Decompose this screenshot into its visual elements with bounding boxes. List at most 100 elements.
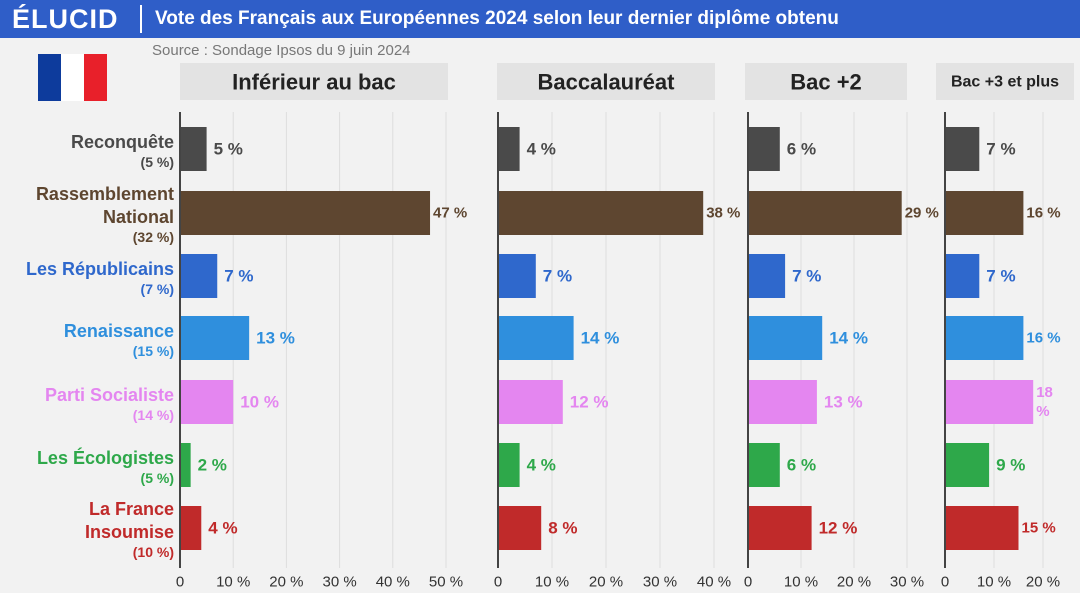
title-bar: [0, 0, 1080, 38]
x-tick-label: 40 %: [376, 574, 410, 591]
bar-value-label: 14 %: [581, 329, 620, 348]
x-tick-label: 0: [176, 574, 184, 591]
party-label: Les Républicains: [25, 258, 174, 279]
panel-header-box: [497, 63, 715, 100]
panel-header-box: [936, 63, 1074, 100]
party-label: National: [102, 207, 174, 227]
bar: [749, 191, 902, 235]
bar: [946, 191, 1024, 235]
source-note: Source : Sondage Ipsos du 9 juin 2024: [152, 42, 411, 59]
bar-value-label: 47 %: [433, 205, 467, 222]
bar-value-label: 15 %: [1022, 520, 1056, 537]
flag-blue-stripe: [38, 54, 61, 101]
bar-value-label: 16 %: [1026, 330, 1060, 347]
bar: [181, 380, 234, 424]
party-overall-share: (15 %): [132, 342, 174, 359]
bar: [749, 127, 780, 171]
bar: [499, 316, 574, 360]
x-tick-label: 0: [744, 574, 752, 591]
bar-value-label: 6 %: [787, 140, 816, 159]
bar: [499, 254, 536, 298]
party-label: Insoumise: [84, 522, 174, 542]
bar: [946, 316, 1024, 360]
chart-title: Vote des Français aux Européennes 2024 s…: [155, 8, 839, 29]
bar: [946, 254, 980, 298]
brand-logo: ÉLUCID: [12, 4, 119, 34]
bar: [181, 127, 207, 171]
panel-header-label: Bac +3 et plus: [951, 74, 1059, 91]
panel-header-box: [180, 63, 448, 100]
x-tick-label: 10 %: [535, 574, 569, 591]
party-overall-share: (5 %): [140, 469, 174, 486]
bar: [181, 443, 191, 487]
bar-value-label: 12 %: [570, 393, 609, 412]
bar-value-label: 10 %: [240, 393, 279, 412]
bar-value-label: 2 %: [198, 456, 227, 475]
bar: [749, 443, 780, 487]
x-tick-label: 20 %: [269, 574, 303, 591]
panel-header-label: Inférieur au bac: [232, 70, 396, 95]
bar-value-label: 4 %: [527, 456, 556, 475]
x-tick-label: 30 %: [322, 574, 356, 591]
bar-value-label: 13 %: [256, 329, 295, 348]
x-tick-label: 20 %: [589, 574, 623, 591]
party-label: Les Écologistes: [36, 447, 174, 468]
bar-value-label: 29 %: [905, 205, 939, 222]
bar-value-label: 7 %: [792, 267, 821, 286]
bar: [499, 127, 520, 171]
bar: [946, 380, 1034, 424]
bar: [946, 506, 1019, 550]
x-tick-label: 20 %: [1026, 574, 1060, 591]
title-separator: [140, 5, 142, 33]
party-overall-share: (14 %): [132, 406, 174, 423]
bar-value-label: 18: [1036, 384, 1053, 401]
bar: [749, 316, 823, 360]
party-label: Renaissance: [63, 320, 174, 341]
bar-value-label: 38 %: [706, 205, 740, 222]
bar: [749, 254, 786, 298]
bar: [499, 443, 520, 487]
bar: [749, 380, 817, 424]
bar-value-label: 7 %: [986, 267, 1015, 286]
france-flag-icon: [38, 54, 107, 101]
x-tick-label: 50 %: [429, 574, 463, 591]
bar-value-label: 6 %: [787, 456, 816, 475]
bar-value-label: 13 %: [824, 393, 863, 412]
bar: [499, 380, 563, 424]
party-label: Parti Socialiste: [44, 384, 174, 405]
bar-value-label: 9 %: [996, 456, 1025, 475]
x-tick-label: 0: [494, 574, 502, 591]
bar-value-label: 7 %: [986, 140, 1015, 159]
x-tick-label: 20 %: [837, 574, 871, 591]
bar-value-label: %: [1036, 403, 1049, 420]
bar: [181, 191, 431, 235]
party-overall-share: (7 %): [140, 280, 174, 297]
bar-value-label: 12 %: [819, 519, 858, 538]
bar-value-label: 16 %: [1026, 205, 1060, 222]
bar-value-label: 8 %: [548, 519, 577, 538]
party-overall-share: (10 %): [132, 544, 174, 560]
flag-red-stripe: [84, 54, 107, 101]
panel-header-box: [745, 63, 907, 100]
x-tick-label: 40 %: [697, 574, 731, 591]
bar: [181, 506, 202, 550]
x-tick-label: 10 %: [216, 574, 250, 591]
party-label: Rassemblement: [35, 184, 174, 204]
flag-white-stripe: [61, 54, 84, 101]
bar-value-label: 4 %: [208, 519, 237, 538]
bar: [946, 127, 980, 171]
party-label: La France: [88, 499, 174, 519]
bar-value-label: 4 %: [527, 140, 556, 159]
bar-value-label: 14 %: [829, 329, 868, 348]
x-tick-label: 30 %: [643, 574, 677, 591]
bar: [181, 254, 218, 298]
x-tick-label: 30 %: [890, 574, 924, 591]
party-overall-share: (5 %): [140, 153, 174, 170]
party-overall-share: (32 %): [132, 229, 174, 245]
party-label: Reconquête: [70, 131, 174, 152]
x-tick-label: 10 %: [784, 574, 818, 591]
bar: [499, 191, 704, 235]
bar: [749, 506, 812, 550]
bar-value-label: 7 %: [224, 267, 253, 286]
